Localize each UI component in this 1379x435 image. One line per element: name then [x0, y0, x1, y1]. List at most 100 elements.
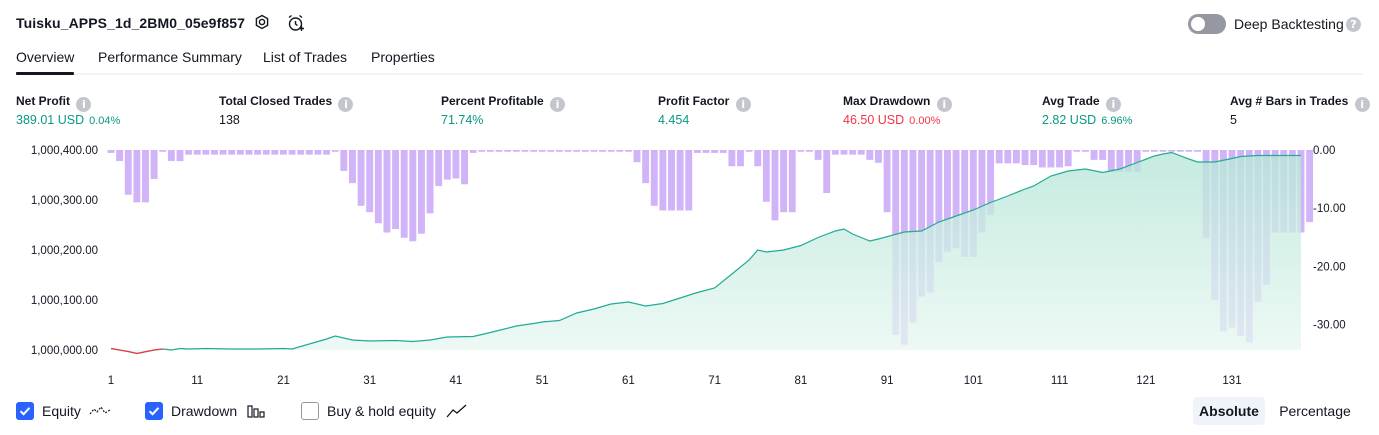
drawdown-bar [1133, 150, 1141, 173]
equity-checkbox[interactable] [16, 402, 34, 420]
info-icon[interactable]: i [735, 97, 751, 112]
drawdown-bar [555, 150, 563, 152]
settings-icon[interactable] [252, 13, 272, 33]
equity-drawdown-chart[interactable]: 1,000,400.00 1,000,300.00 1,000,200.00 1,00… [0, 135, 1379, 390]
drawdown-bar [1185, 150, 1193, 152]
drawdown-bar [616, 150, 624, 152]
right-axis-tick-label: -20.00 [1313, 261, 1346, 273]
deep-backtesting-label: Deep Backtesting [1234, 16, 1344, 32]
x-axis-tick-label: 21 [277, 375, 290, 387]
drawdown-bar [1159, 150, 1167, 152]
drawdown-bar [952, 150, 960, 249]
right-axis-tick-label: -30.00 [1313, 319, 1346, 331]
net-profit-label: Net Profit i [16, 94, 92, 112]
drawdown-bar [392, 150, 400, 230]
deep-backtesting-toggle[interactable] [1188, 14, 1226, 34]
drawdown-bar [659, 150, 667, 211]
net-profit-value: 389.01 USD 0.04% [16, 113, 121, 127]
info-icon[interactable]: i [1354, 97, 1370, 112]
tab-properties[interactable]: Properties [371, 49, 435, 65]
drawdown-bar [840, 150, 848, 155]
avg-bars-label: Avg # Bars in Trades i [1230, 94, 1370, 112]
drawdown-bar [754, 150, 762, 167]
drawdown-bar [142, 150, 149, 203]
drawdown-legend-label: Drawdown [171, 403, 238, 419]
left-axis-tick-label: 1,000,100.00 [31, 295, 98, 307]
drawdown-bar [280, 150, 287, 155]
add-alert-icon[interactable] [286, 13, 306, 33]
info-icon[interactable]: i [338, 97, 354, 112]
info-icon[interactable]: i [936, 97, 952, 112]
drawdown-bar [969, 150, 977, 257]
drawdown-bar [228, 150, 236, 155]
drawdown-bar [357, 150, 365, 206]
drawdown-bar [400, 150, 408, 238]
percent-profitable-value: 71.74% [441, 113, 484, 127]
x-axis-tick-label: 91 [881, 375, 894, 387]
percentage-toggle-button[interactable]: Percentage [1279, 403, 1351, 419]
info-icon[interactable]: i [76, 97, 92, 112]
x-axis-tick-label: 1 [108, 375, 114, 387]
drawdown-bar [1116, 150, 1124, 173]
total-closed-trades-label: Total Closed Trades i [219, 94, 354, 112]
drawdown-bar [944, 150, 951, 252]
drawdown-bar [961, 150, 969, 257]
equity-negative-line [110, 347, 163, 355]
drawdown-bar [875, 150, 882, 163]
drawdown-bar [538, 150, 546, 152]
avg-bars-value: 5 [1230, 113, 1237, 127]
info-icon[interactable]: i [550, 97, 566, 112]
x-axis: 1 11 21 31 41 51 61 71 81 91 101 111 121 131 [108, 375, 1242, 387]
drawdown-bar [857, 150, 865, 155]
drawdown-bar [521, 150, 529, 152]
drawdown-bar [642, 150, 650, 184]
tab-list-of-trades[interactable]: List of Trades [263, 49, 348, 65]
tab-overview[interactable]: Overview [16, 49, 75, 65]
drawdown-checkbox[interactable] [145, 402, 163, 420]
drawdown-bar [349, 150, 356, 184]
drawdown-bar [745, 150, 753, 152]
left-axis-tick-label: 1,000,300.00 [31, 195, 98, 207]
drawdown-bar [573, 150, 581, 152]
left-axis: 1,000,400.00 1,000,300.00 1,000,200.00 1,00… [31, 145, 98, 357]
drawdown-bar [926, 150, 934, 293]
info-icon[interactable]: i [1105, 97, 1121, 112]
drawdown-bar [1107, 150, 1115, 173]
buy-hold-checkbox[interactable] [301, 402, 319, 420]
drawdown-bar [211, 150, 218, 155]
drawdown-bar [219, 150, 227, 155]
drawdown-bar [254, 150, 262, 155]
x-axis-tick-label: 71 [708, 375, 721, 387]
right-axis: 0.00 -10.00 -20.00 -30.00 [1313, 145, 1346, 331]
max-drawdown-label: Max Drawdown i [843, 94, 952, 112]
drawdown-bar [806, 150, 813, 152]
drawdown-bar [1030, 150, 1038, 166]
drawdown-bar [633, 150, 641, 163]
tab-performance-summary[interactable]: Performance Summary [98, 49, 242, 65]
drawdown-bar [814, 150, 822, 160]
drawdown-bar [650, 150, 658, 206]
x-axis-tick-label: 61 [622, 375, 635, 387]
help-icon[interactable]: ? [1346, 17, 1361, 32]
drawdown-bar [435, 150, 443, 187]
drawdown-bar [297, 150, 305, 155]
drawdown-bar [443, 150, 451, 180]
drawdown-bar [987, 150, 995, 216]
drawdown-bar [918, 150, 926, 297]
drawdown-bar [547, 150, 555, 152]
left-axis-tick-label: 1,000,400.00 [31, 145, 98, 157]
drawdown-bar [530, 150, 537, 152]
drawdown-bar [1073, 150, 1081, 152]
drawdown-bar [1306, 150, 1314, 223]
drawdown-bar [1168, 150, 1176, 152]
absolute-toggle-button[interactable]: Absolute [1193, 397, 1265, 425]
drawdown-bar [478, 150, 486, 152]
active-tab-indicator [16, 72, 74, 75]
x-axis-tick-label: 121 [1136, 375, 1155, 387]
drawdown-bar [831, 150, 839, 155]
drawdown-bar [305, 150, 313, 155]
drawdown-bar [262, 150, 270, 155]
drawdown-bar [1081, 150, 1089, 152]
drawdown-bar [780, 150, 788, 213]
drawdown-bar [883, 150, 891, 213]
